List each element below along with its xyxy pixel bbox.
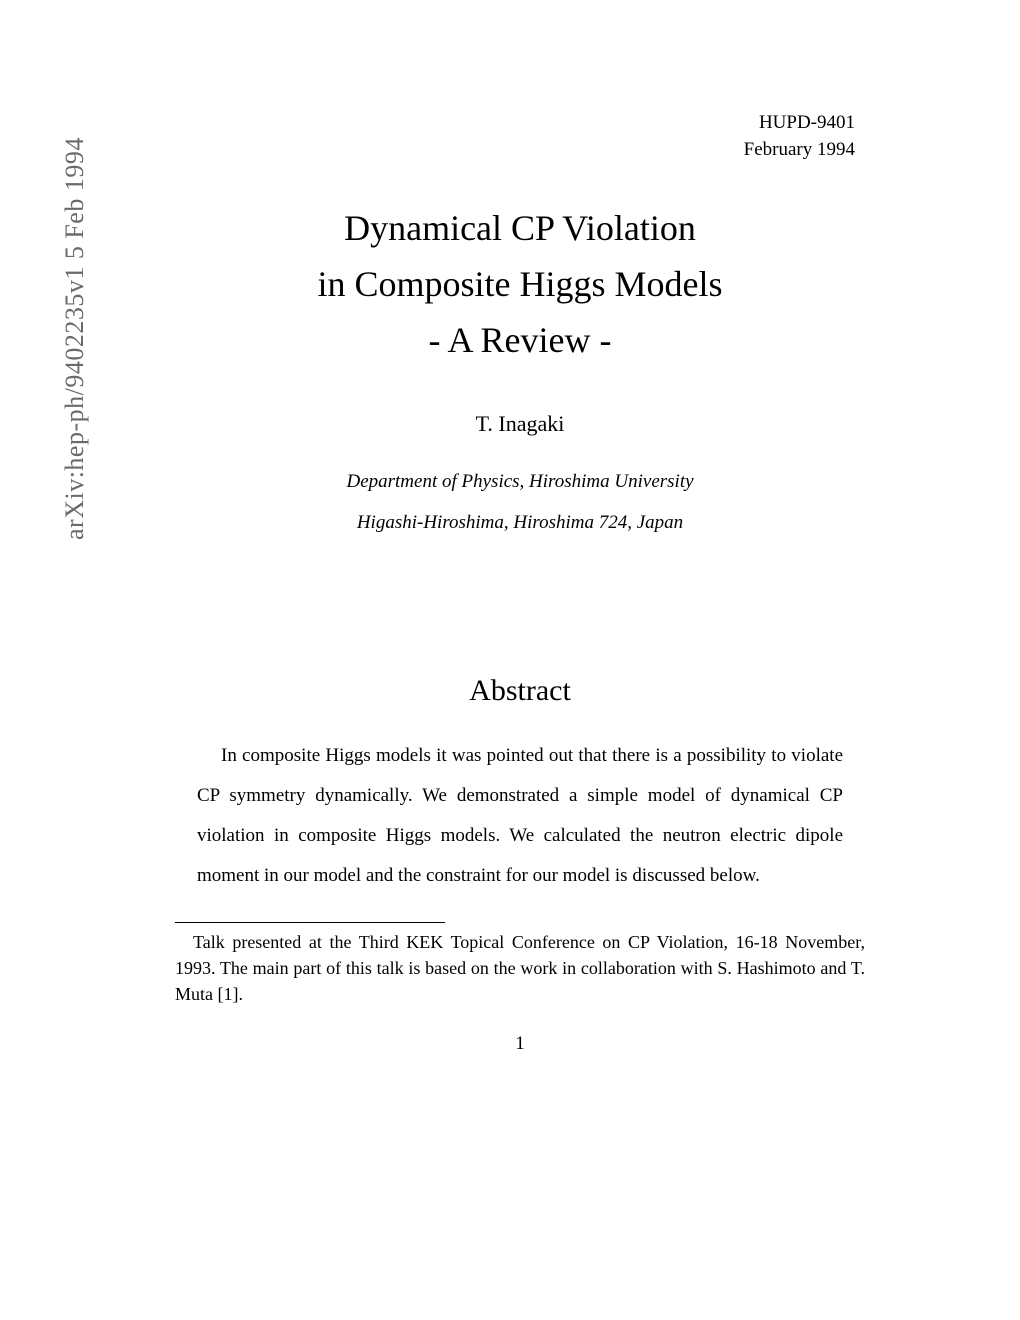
title-line-3: - A Review - xyxy=(175,313,865,369)
arxiv-identifier: arXiv:hep-ph/9402235v1 5 Feb 1994 xyxy=(60,137,90,540)
title-line-1: Dynamical CP Violation xyxy=(175,201,865,257)
abstract-body: In composite Higgs models it was pointed… xyxy=(175,736,865,896)
abstract-heading: Abstract xyxy=(175,674,865,708)
affiliation-address: Higashi-Hiroshima, Hiroshima 724, Japan xyxy=(175,502,865,544)
affiliation-dept: Department of Physics, Hiroshima Univers… xyxy=(175,461,865,503)
affiliation: Department of Physics, Hiroshima Univers… xyxy=(175,461,865,545)
footnote-text: Talk presented at the Third KEK Topical … xyxy=(175,929,865,1007)
page-content: HUPD-9401 February 1994 Dynamical CP Vio… xyxy=(130,0,910,1055)
author-name: T. Inagaki xyxy=(175,411,865,437)
header-meta: HUPD-9401 February 1994 xyxy=(175,110,865,163)
report-date: February 1994 xyxy=(175,137,855,164)
report-number: HUPD-9401 xyxy=(175,110,855,137)
paper-title: Dynamical CP Violation in Composite Higg… xyxy=(175,201,865,368)
footnote-rule xyxy=(175,922,445,923)
title-line-2: in Composite Higgs Models xyxy=(175,257,865,313)
page-number: 1 xyxy=(175,1033,865,1055)
